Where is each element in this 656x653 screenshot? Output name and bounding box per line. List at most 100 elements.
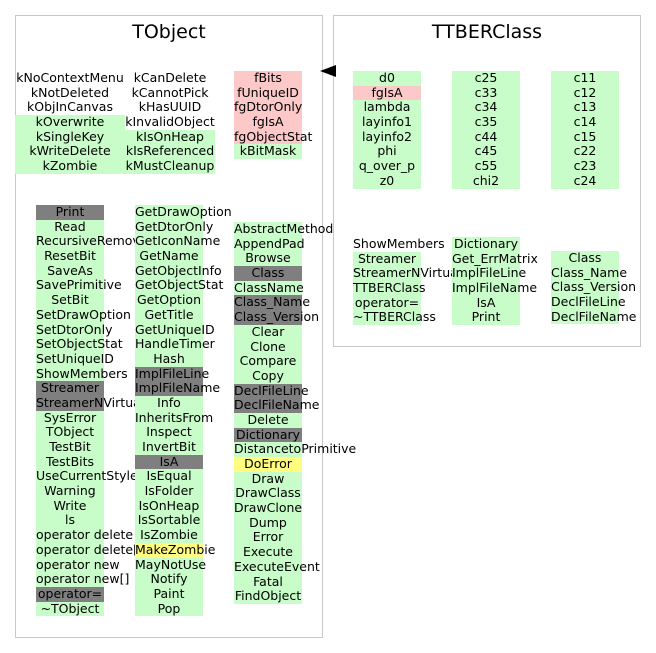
ttberclass-member-item: c15	[551, 129, 619, 145]
ttberclass-method-column-1: ShowMembers Streamer StreamerNVirtual TTBER…	[353, 236, 462, 326]
ttberclass-member-item: StreamerNVirtual	[353, 265, 462, 282]
ttberclass-member-item: DeclFileName	[551, 308, 637, 325]
ttberclass-member-item: Class_Name	[551, 264, 628, 281]
tobject-member-item: ResetBit	[36, 248, 104, 264]
ttberclass-method-column-3: Class Class_Name Class_Version DeclFileLine…	[551, 250, 637, 325]
tobject-member-item: ~TObject	[36, 601, 104, 617]
ttberclass-member-item: c35	[452, 114, 520, 130]
tobject-member-item: Class	[234, 265, 302, 281]
tobject-member-item: kHasUUID	[138, 99, 202, 115]
tobject-member-item: GetUniqueID	[135, 321, 215, 338]
tobject-member-item: RecursiveRemove	[36, 233, 148, 250]
tobject-member-item: kObjInCanvas	[27, 99, 113, 115]
ttberclass-data-member-column-2: c25 c33 c34 c35 c44 c45 c55 chi2	[452, 70, 520, 189]
tobject-title: TObject	[132, 21, 206, 43]
tobject-member-item: Dump	[234, 515, 302, 531]
tobject-member-item: SetUniqueID	[36, 350, 114, 367]
tobject-member-item: kInvalidObject	[125, 114, 215, 130]
tobject-member-item: Read	[36, 219, 104, 235]
ttberclass-member-item: lambda	[353, 100, 421, 116]
inheritance-arrow-icon	[320, 65, 336, 77]
tobject-member-item: Class_Version	[234, 309, 320, 325]
ttberclass-member-item: ~TTBERClass	[353, 309, 436, 326]
tobject-member-item: InvertBit	[135, 439, 203, 455]
tobject-member-item: DoError	[234, 456, 302, 472]
ttberclass-member-item: DeclFileLine	[551, 294, 626, 310]
tobject-member-item: DeclFileLine	[234, 382, 309, 399]
tobject-member-item: SaveAs	[36, 263, 104, 279]
tobject-member-item: kWriteDelete	[15, 144, 125, 160]
tobject-member-item: Info	[135, 395, 203, 411]
ttberclass-member-item: Class	[551, 250, 619, 266]
ttberclass-member-item: layinfo2	[353, 129, 421, 145]
tobject-method-column-2: GetDrawOption GetDtorOnly GetIconName GetNa…	[135, 204, 232, 617]
tobject-member-item: Pop	[135, 601, 203, 617]
ttberclass-member-item: phi	[353, 144, 421, 160]
tobject-member-item: kCanDelete	[133, 70, 207, 85]
ttberclass-member-item: ShowMembers	[353, 236, 445, 251]
tobject-member-item: Draw	[234, 471, 302, 487]
tobject-member-item: Print	[36, 204, 104, 220]
tobject-member-item: Streamer	[36, 381, 104, 396]
tobject-member-item: Write	[36, 498, 104, 514]
tobject-member-item: fgIsA	[234, 114, 302, 130]
ttberclass-member-item: z0	[353, 173, 421, 189]
tobject-member-item: Clone	[234, 339, 302, 355]
tobject-member-item: kZombie	[15, 158, 125, 174]
ttberclass-member-item: c13	[551, 100, 619, 116]
tobject-member-item: SavePrimitive	[36, 277, 122, 294]
tobject-method-column-3: AbstractMethod AppendPad Browse Class ClassN…	[234, 221, 357, 604]
tobject-member-item: kNotDeleted	[30, 84, 110, 100]
tobject-member-item: kBitMask	[234, 144, 302, 160]
tobject-member-item: MayNotUse	[135, 556, 207, 573]
tobject-member-item: Fatal	[234, 574, 302, 590]
tobject-member-item: Class_Name	[234, 294, 311, 311]
tobject-member-item: fBits	[234, 70, 302, 86]
tobject-member-item: kSingleKey	[15, 129, 125, 145]
tobject-member-item: Dictionary	[234, 426, 302, 443]
tobject-member-item: GetDtorOnly	[135, 218, 214, 235]
ttberclass-member-item: c12	[551, 85, 619, 101]
ttberclass-member-item: layinfo1	[353, 114, 421, 130]
tobject-member-item: Notify	[135, 571, 203, 587]
ttberclass-member-item: q_over_p	[353, 158, 421, 174]
tobject-member-item: GetOption	[135, 292, 203, 308]
tobject-member-item: SetDtorOnly	[36, 321, 113, 338]
tobject-member-item: GetTitle	[135, 307, 203, 323]
tobject-member-item: kIsOnHeap	[125, 129, 215, 145]
ttberclass-member-item: TTBERClass	[353, 280, 426, 296]
tobject-member-item: HandleTimer	[135, 336, 215, 352]
tobject-member-item: SetObjectStat	[36, 336, 123, 352]
tobject-member-item: kIsReferenced	[125, 143, 215, 160]
ttberclass-member-item: ImplFileLine	[452, 265, 527, 282]
tobject-member-item: GetObjectInfo	[135, 262, 222, 279]
tobject-member-item: Warning	[36, 483, 104, 499]
tobject-member-item: SetBit	[36, 292, 104, 308]
ttberclass-title: TTBERClass	[431, 21, 543, 43]
tobject-member-item: IsFolder	[135, 483, 203, 499]
tobject-member-item: MakeZombie	[135, 541, 216, 558]
tobject-member-item: Browse	[234, 251, 302, 267]
ttberclass-member-item: c33	[452, 85, 520, 101]
ttberclass-member-item: Print	[452, 310, 520, 326]
tobject-member-item: Inspect	[135, 425, 203, 440]
tobject-member-item: IsEqual	[135, 469, 203, 485]
tobject-member-item: DistancetoPrimitive	[234, 441, 357, 457]
ttberclass-member-item: c44	[452, 129, 520, 145]
ttberclass-member-item: c55	[452, 158, 520, 174]
tobject-member-item: AppendPad	[234, 235, 305, 252]
tobject-member-item: IsZombie	[135, 527, 203, 543]
ttberclass-member-item: IsA	[452, 295, 520, 311]
tobject-member-item: operator=	[36, 585, 104, 602]
ttberclass-member-item: chi2	[452, 173, 520, 189]
tobject-member-item: kMustCleanup	[125, 158, 215, 174]
tobject-member-item: ExecuteEvent	[234, 558, 320, 575]
tobject-member-item: operator delete[]	[36, 541, 143, 558]
ttberclass-member-item: c23	[551, 158, 619, 174]
ttberclass-member-item: c22	[551, 144, 619, 160]
ttberclass-member-item: c25	[452, 70, 520, 86]
tobject-member-item: Hash	[135, 351, 203, 367]
tobject-member-item: AbstractMethod	[234, 221, 334, 237]
tobject-member-item: GetObjectStat	[135, 277, 224, 294]
tobject-member-item: ImplFileName	[135, 380, 221, 396]
